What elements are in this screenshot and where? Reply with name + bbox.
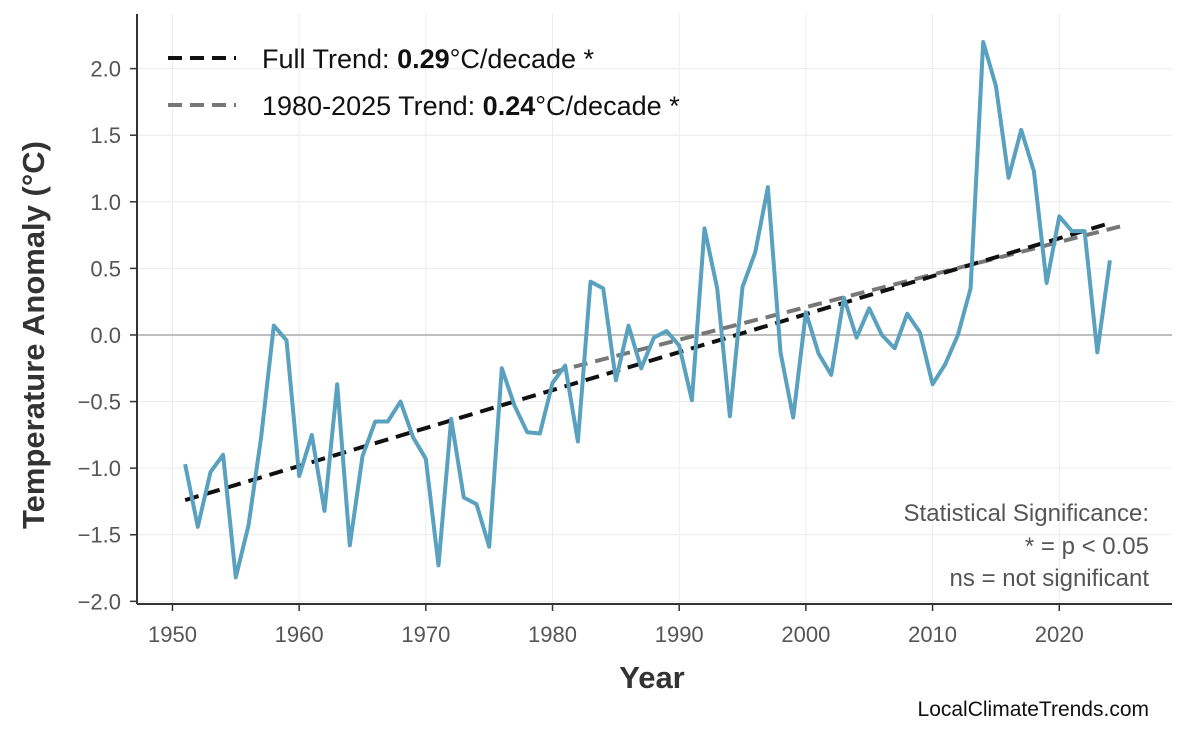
x-tick-label: 2000 bbox=[781, 622, 830, 647]
y-tick-label: 0.5 bbox=[90, 256, 121, 281]
x-tick-label: 1970 bbox=[401, 622, 450, 647]
y-tick-label: −2.0 bbox=[78, 589, 121, 614]
y-tick-label: 0.0 bbox=[90, 323, 121, 348]
y-tick-label: −0.5 bbox=[78, 390, 121, 415]
trend-line bbox=[184, 221, 1111, 503]
data-series bbox=[183, 40, 1112, 580]
x-tick-label: 1990 bbox=[655, 622, 704, 647]
note-line: ns = not significant bbox=[950, 565, 1150, 592]
legend-suffix: °C/decade * bbox=[535, 91, 680, 121]
x-tick-label: 2020 bbox=[1035, 622, 1084, 647]
grid bbox=[137, 14, 1172, 604]
x-axis-title: Year bbox=[619, 660, 685, 695]
y-tick-label: 2.0 bbox=[90, 57, 121, 82]
y-axis-title: Temperature Anomaly (°C) bbox=[16, 141, 51, 529]
note-line: * = p < 0.05 bbox=[1025, 533, 1149, 560]
temperature-anomaly-line bbox=[183, 40, 1112, 580]
legend-trend-value: 0.29 bbox=[397, 44, 450, 74]
trend-line bbox=[552, 223, 1124, 375]
y-tick-label: 1.5 bbox=[90, 123, 121, 148]
significance-note: Statistical Significance: * = p < 0.05 n… bbox=[904, 500, 1150, 592]
x-tick-label: 1960 bbox=[275, 622, 324, 647]
legend-prefix: 1980-2025 Trend: bbox=[262, 91, 483, 121]
legend-label: 1980-2025 Trend: 0.24°C/decade * bbox=[262, 91, 680, 121]
y-tick-label: −1.0 bbox=[78, 456, 121, 481]
legend-label: Full Trend: 0.29°C/decade * bbox=[262, 44, 595, 74]
legend-suffix: °C/decade * bbox=[450, 44, 595, 74]
legend-trend-value: 0.24 bbox=[483, 91, 536, 121]
axes: −2.0 −1.5 −1.0 −0.5 0.0 0.5 1.0 1.5 2.0 1950 1960 1… bbox=[78, 14, 1172, 647]
note-line: Statistical Significance: bbox=[904, 500, 1149, 527]
watermark: LocalClimateTrends.com bbox=[918, 698, 1149, 721]
legend-prefix: Full Trend: bbox=[262, 44, 397, 74]
legend: Full Trend: 0.29°C/decade *1980-2025 Tre… bbox=[168, 44, 680, 121]
trend-lines bbox=[184, 221, 1124, 503]
x-tick-label: 2010 bbox=[908, 622, 957, 647]
x-tick-label: 1950 bbox=[148, 622, 197, 647]
y-tick-label: −1.5 bbox=[78, 523, 121, 548]
y-tick-label: 1.0 bbox=[90, 190, 121, 215]
x-tick-label: 1980 bbox=[528, 622, 577, 647]
